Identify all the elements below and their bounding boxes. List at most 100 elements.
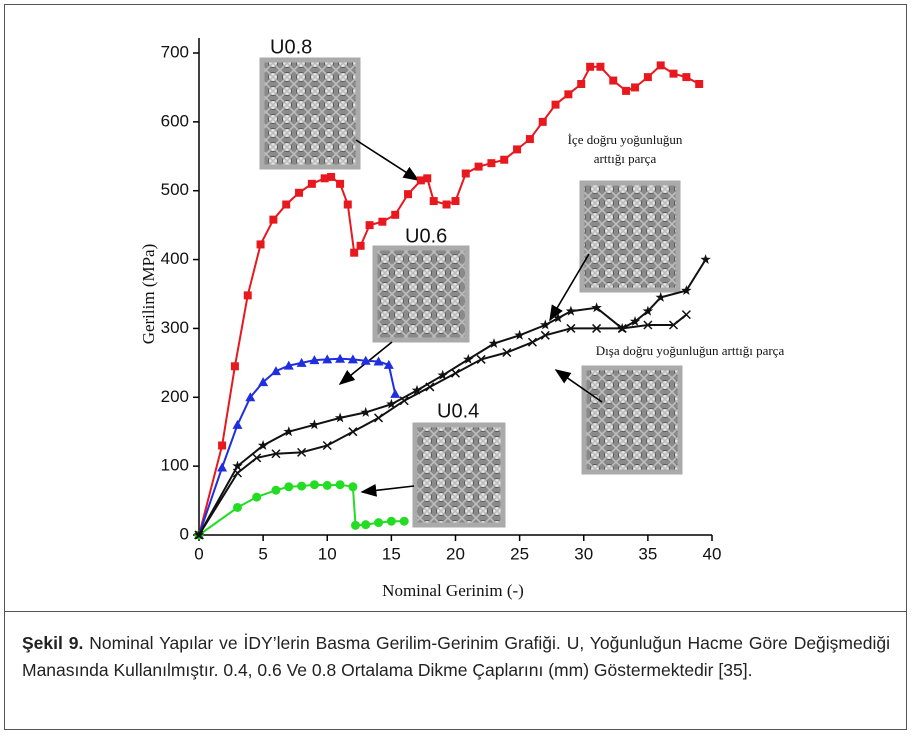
annotation: U0.4 <box>437 400 479 422</box>
marker <box>596 63 604 71</box>
marker <box>257 240 265 248</box>
y-tick-label: 600 <box>161 111 189 130</box>
marker <box>244 291 252 299</box>
arrow <box>362 486 414 492</box>
marker <box>344 200 352 208</box>
y-tick-label: 500 <box>161 180 189 199</box>
marker <box>552 101 560 109</box>
marker <box>361 520 370 529</box>
marker <box>564 90 572 98</box>
marker <box>487 159 495 167</box>
marker <box>526 135 534 143</box>
marker <box>217 463 227 472</box>
marker <box>682 311 690 319</box>
marker <box>295 189 303 197</box>
marker <box>695 80 703 88</box>
y-tick-label: 100 <box>161 456 189 475</box>
marker <box>336 480 345 489</box>
marker <box>423 174 431 182</box>
marker <box>462 170 470 178</box>
marker <box>327 173 335 181</box>
marker <box>357 242 365 250</box>
marker <box>378 218 386 226</box>
marker <box>475 163 483 171</box>
y-tick-label: 700 <box>161 42 189 61</box>
marker <box>308 180 316 188</box>
marker <box>310 480 319 489</box>
marker <box>282 200 290 208</box>
marker <box>232 420 242 429</box>
x-tick-label: 10 <box>318 544 337 563</box>
marker <box>586 63 594 71</box>
lattice-images <box>262 60 680 525</box>
marker <box>349 428 357 436</box>
x-tick-label: 15 <box>382 544 401 563</box>
marker <box>443 200 451 208</box>
lattice-image <box>415 425 503 525</box>
chart: Nominal Gerinim (-) Gerilim (MPa) 010020… <box>0 0 914 612</box>
x-tick-label: 5 <box>258 544 267 563</box>
y-tick-label: 200 <box>161 387 189 406</box>
x-tick-label: 20 <box>446 544 465 563</box>
annotation: İçe doğru yoğunluğun <box>568 132 683 147</box>
y-tick-label: 400 <box>161 249 189 268</box>
caption-text: Nominal Yapılar ve İDY’lerin Basma Geril… <box>22 633 890 680</box>
lattice-image <box>584 368 680 472</box>
x-tick-label: 40 <box>703 544 722 563</box>
marker <box>539 118 547 126</box>
marker <box>374 518 383 527</box>
x-tick-label: 35 <box>638 544 657 563</box>
marker <box>644 73 652 81</box>
marker <box>269 216 277 224</box>
marker <box>622 87 630 95</box>
marker <box>426 383 434 391</box>
annotation: Dışa doğru yoğunluğun arttığı parça <box>596 343 785 358</box>
marker <box>540 320 551 330</box>
marker <box>351 521 360 530</box>
marker <box>350 249 358 257</box>
marker <box>348 482 357 491</box>
marker <box>430 197 438 205</box>
series-line <box>199 485 404 535</box>
lattice-image <box>262 60 358 167</box>
series-line <box>199 359 395 535</box>
marker <box>231 362 239 370</box>
marker <box>700 254 710 264</box>
marker <box>366 221 374 229</box>
marker <box>271 486 280 495</box>
marker <box>336 180 344 188</box>
marker <box>452 197 460 205</box>
caption-label: Şekil 9. <box>22 633 83 653</box>
marker <box>657 61 665 69</box>
x-tick-label: 30 <box>574 544 593 563</box>
marker <box>297 482 306 491</box>
annotation: U0.8 <box>270 36 312 58</box>
marker <box>452 369 460 377</box>
marker <box>500 156 508 164</box>
marker <box>577 80 585 88</box>
annotation: arttığı parça <box>594 151 657 166</box>
marker <box>391 211 399 219</box>
lattice-image <box>582 183 678 290</box>
marker <box>609 77 617 85</box>
lattice-image <box>375 248 467 340</box>
y-tick-label: 300 <box>161 318 189 337</box>
marker <box>404 190 412 198</box>
marker <box>528 338 536 346</box>
marker <box>218 441 226 449</box>
marker <box>335 412 346 422</box>
marker <box>400 517 409 526</box>
marker <box>390 389 400 398</box>
marker <box>233 503 242 512</box>
x-tick-label: 25 <box>510 544 529 563</box>
marker <box>387 517 396 526</box>
marker <box>252 493 261 502</box>
marker <box>513 145 521 153</box>
marker <box>323 481 332 490</box>
y-axis-label: Gerilim (MPa) <box>139 244 158 345</box>
x-tick-label: 0 <box>194 544 203 563</box>
caption: Şekil 9. Nominal Yapılar ve İDY’lerin Ba… <box>22 630 890 684</box>
marker <box>375 414 383 422</box>
marker <box>670 70 678 78</box>
annotation: U0.6 <box>405 225 447 247</box>
